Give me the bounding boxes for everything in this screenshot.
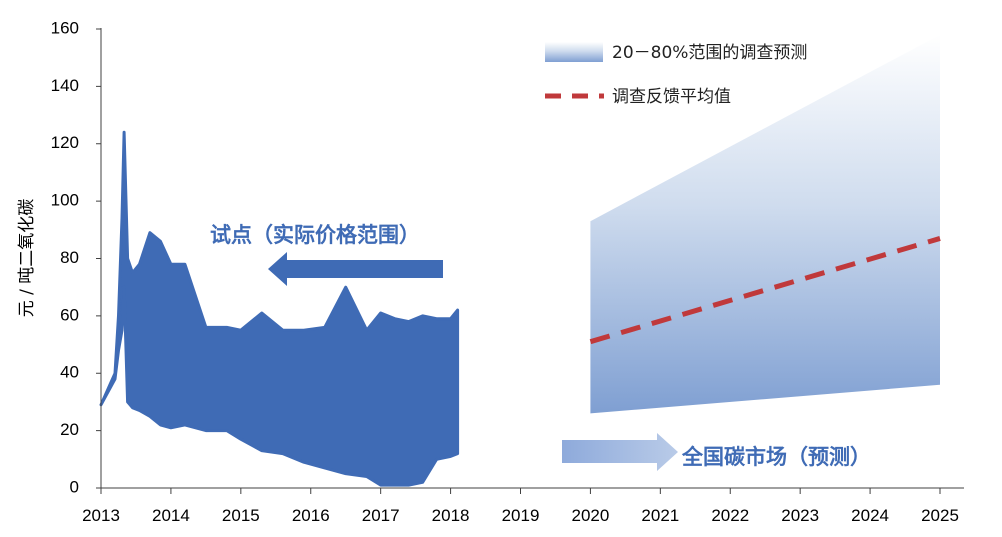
x-tick-label: 2025 xyxy=(921,506,959,525)
y-tick-label: 20 xyxy=(60,420,79,439)
x-tick-label: 2020 xyxy=(572,506,610,525)
y-tick-label: 160 xyxy=(51,18,79,37)
x-tick-label: 2014 xyxy=(152,506,190,525)
x-tick-label: 2016 xyxy=(292,506,330,525)
y-tick-label: 60 xyxy=(60,305,79,324)
forecast-range-band xyxy=(590,34,940,414)
x-tick-label: 2019 xyxy=(502,506,540,525)
y-tick-label: 120 xyxy=(51,133,79,152)
x-tick-label: 2018 xyxy=(432,506,470,525)
right-arrow xyxy=(562,433,678,471)
y-axis-label: 元 / 吨二氧化碳 xyxy=(17,199,37,318)
left-arrow xyxy=(268,252,443,286)
mean-forecast-line xyxy=(589,236,941,345)
y-tick-label: 0 xyxy=(70,477,79,496)
y-tick-label: 140 xyxy=(51,76,79,95)
legend-label-mean-line: 调查反馈平均值 xyxy=(612,87,731,107)
x-tick-label: 2017 xyxy=(362,506,400,525)
x-tick-label: 2021 xyxy=(641,506,679,525)
legend: 20－80%范围的调查预测 调查反馈平均值 xyxy=(545,42,807,107)
legend-swatch-forecast-range xyxy=(545,42,603,62)
national-market-annotation: 全国碳市场（预测） xyxy=(681,445,871,469)
x-tick-label: 2024 xyxy=(851,506,889,525)
y-tick-label: 80 xyxy=(60,248,79,267)
x-tick-label: 2023 xyxy=(781,506,819,525)
y-tick-label: 100 xyxy=(51,191,79,210)
x-tick-label: 2022 xyxy=(711,506,749,525)
pilot-annotation: 试点（实际价格范围） xyxy=(210,223,420,247)
x-tick-label: 2015 xyxy=(222,506,260,525)
legend-label-forecast-range: 20－80%范围的调查预测 xyxy=(612,43,807,63)
y-tick-label: 40 xyxy=(60,363,79,382)
x-axis-ticks: 2013 2014 2015 2016 2017 2018 2019 2020 2021 2022… xyxy=(82,488,959,525)
y-axis-ticks: 0 20 40 60 80 100 120 140 160 xyxy=(51,18,101,496)
actual-price-range xyxy=(99,130,460,487)
x-tick-label: 2013 xyxy=(82,506,120,525)
